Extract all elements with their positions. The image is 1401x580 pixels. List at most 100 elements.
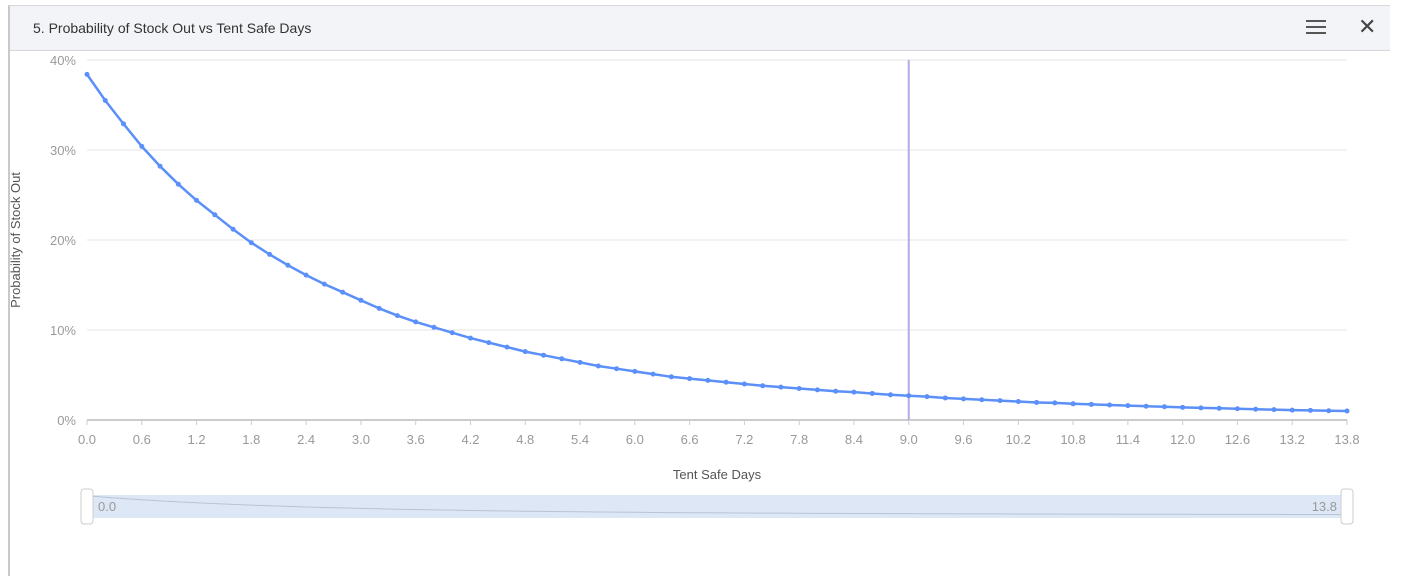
data-point[interactable] (632, 368, 638, 374)
x-tick-label: 4.8 (516, 432, 534, 447)
data-point[interactable] (285, 262, 291, 268)
data-point[interactable] (376, 305, 382, 311)
data-point[interactable] (194, 197, 200, 203)
data-point[interactable] (102, 98, 108, 103)
slider-right-handle[interactable] (1340, 488, 1354, 525)
data-point[interactable] (340, 289, 346, 295)
data-point[interactable] (796, 386, 802, 391)
data-point[interactable] (267, 251, 273, 257)
data-point[interactable] (1107, 402, 1113, 408)
data-point[interactable] (303, 272, 309, 278)
data-point[interactable] (541, 352, 547, 358)
data-point[interactable] (1289, 407, 1295, 413)
x-tick-label: 1.2 (188, 432, 206, 447)
data-point[interactable] (741, 381, 747, 387)
data-point[interactable] (1198, 405, 1204, 411)
data-point[interactable] (851, 389, 857, 395)
x-tick-label: 10.8 (1060, 432, 1085, 447)
data-point[interactable] (614, 366, 620, 372)
x-tick-label: 10.2 (1006, 432, 1031, 447)
data-point[interactable] (1143, 403, 1149, 409)
data-point[interactable] (175, 181, 181, 187)
data-point[interactable] (1015, 399, 1021, 405)
x-tick-label: 4.2 (461, 432, 479, 447)
data-point[interactable] (1125, 403, 1131, 409)
data-point[interactable] (1326, 408, 1332, 414)
data-point[interactable] (760, 383, 766, 389)
data-point[interactable] (924, 394, 930, 400)
y-tick-label: 40% (50, 53, 76, 68)
data-point[interactable] (1088, 401, 1094, 407)
data-point[interactable] (723, 379, 729, 385)
data-point[interactable] (522, 349, 528, 355)
x-tick-label: 0.6 (133, 432, 151, 447)
y-tick-label: 30% (50, 143, 76, 158)
data-point[interactable] (413, 319, 419, 325)
slider-track[interactable] (87, 495, 1347, 518)
data-point[interactable] (1344, 408, 1350, 414)
data-point[interactable] (887, 392, 893, 398)
data-point[interactable] (321, 281, 327, 287)
data-point[interactable] (1034, 399, 1040, 405)
data-point[interactable] (121, 121, 127, 127)
data-point[interactable] (687, 376, 693, 382)
data-point[interactable] (431, 324, 437, 330)
data-point[interactable] (559, 356, 565, 362)
data-point[interactable] (1070, 401, 1076, 407)
data-point[interactable] (486, 340, 492, 346)
data-point[interactable] (394, 313, 400, 319)
data-point[interactable] (1180, 404, 1186, 410)
data-point[interactable] (1234, 406, 1240, 412)
x-tick-label: 7.2 (735, 432, 753, 447)
data-point[interactable] (1253, 406, 1259, 412)
x-tick-label: 7.8 (790, 432, 808, 447)
data-point[interactable] (869, 390, 875, 396)
x-tick-label: 1.8 (242, 432, 260, 447)
data-point[interactable] (997, 398, 1003, 404)
data-point[interactable] (833, 388, 839, 394)
y-axis-label: Probability of Stock Out (8, 172, 23, 308)
data-point[interactable] (84, 71, 90, 77)
window-title: 5. Probability of Stock Out vs Tent Safe… (33, 20, 312, 36)
data-point[interactable] (1271, 407, 1277, 413)
data-point[interactable] (467, 335, 473, 341)
data-point[interactable] (906, 393, 912, 399)
x-tick-label: 2.4 (297, 432, 315, 447)
slider-left-handle[interactable] (80, 488, 94, 525)
data-point[interactable] (650, 371, 656, 377)
data-point[interactable] (1052, 400, 1058, 406)
slider-start-label: 0.0 (98, 499, 116, 514)
data-point[interactable] (668, 374, 674, 380)
data-point[interactable] (595, 363, 601, 369)
data-point[interactable] (358, 297, 364, 303)
x-tick-label: 3.0 (352, 432, 370, 447)
x-tick-label: 11.4 (1116, 432, 1140, 447)
x-tick-label: 12.6 (1225, 432, 1250, 447)
data-point[interactable] (979, 397, 985, 403)
window-header: 5. Probability of Stock Out vs Tent Safe… (10, 6, 1390, 51)
chart-window: 5. Probability of Stock Out vs Tent Safe… (8, 5, 1390, 576)
data-point[interactable] (577, 359, 583, 365)
data-point[interactable] (814, 387, 820, 393)
data-point[interactable] (1161, 404, 1167, 410)
data-point[interactable] (778, 384, 784, 390)
data-point[interactable] (212, 212, 218, 218)
data-point[interactable] (230, 226, 236, 232)
data-point[interactable] (248, 240, 254, 246)
data-point[interactable] (1307, 407, 1313, 413)
data-point[interactable] (139, 143, 145, 149)
data-point[interactable] (705, 377, 711, 383)
x-tick-label: 9.0 (900, 432, 918, 447)
data-point[interactable] (449, 330, 455, 336)
close-icon[interactable]: ✕ (1358, 14, 1377, 39)
data-point[interactable] (961, 396, 967, 402)
x-tick-label: 8.4 (845, 432, 863, 447)
x-tick-label: 13.2 (1280, 432, 1305, 447)
data-point[interactable] (157, 163, 163, 169)
hamburger-icon[interactable] (1306, 20, 1326, 36)
data-point[interactable] (504, 344, 510, 350)
range-slider[interactable]: 0.0 13.8 (80, 488, 1354, 525)
data-point[interactable] (942, 395, 948, 401)
data-point[interactable] (1216, 405, 1222, 411)
